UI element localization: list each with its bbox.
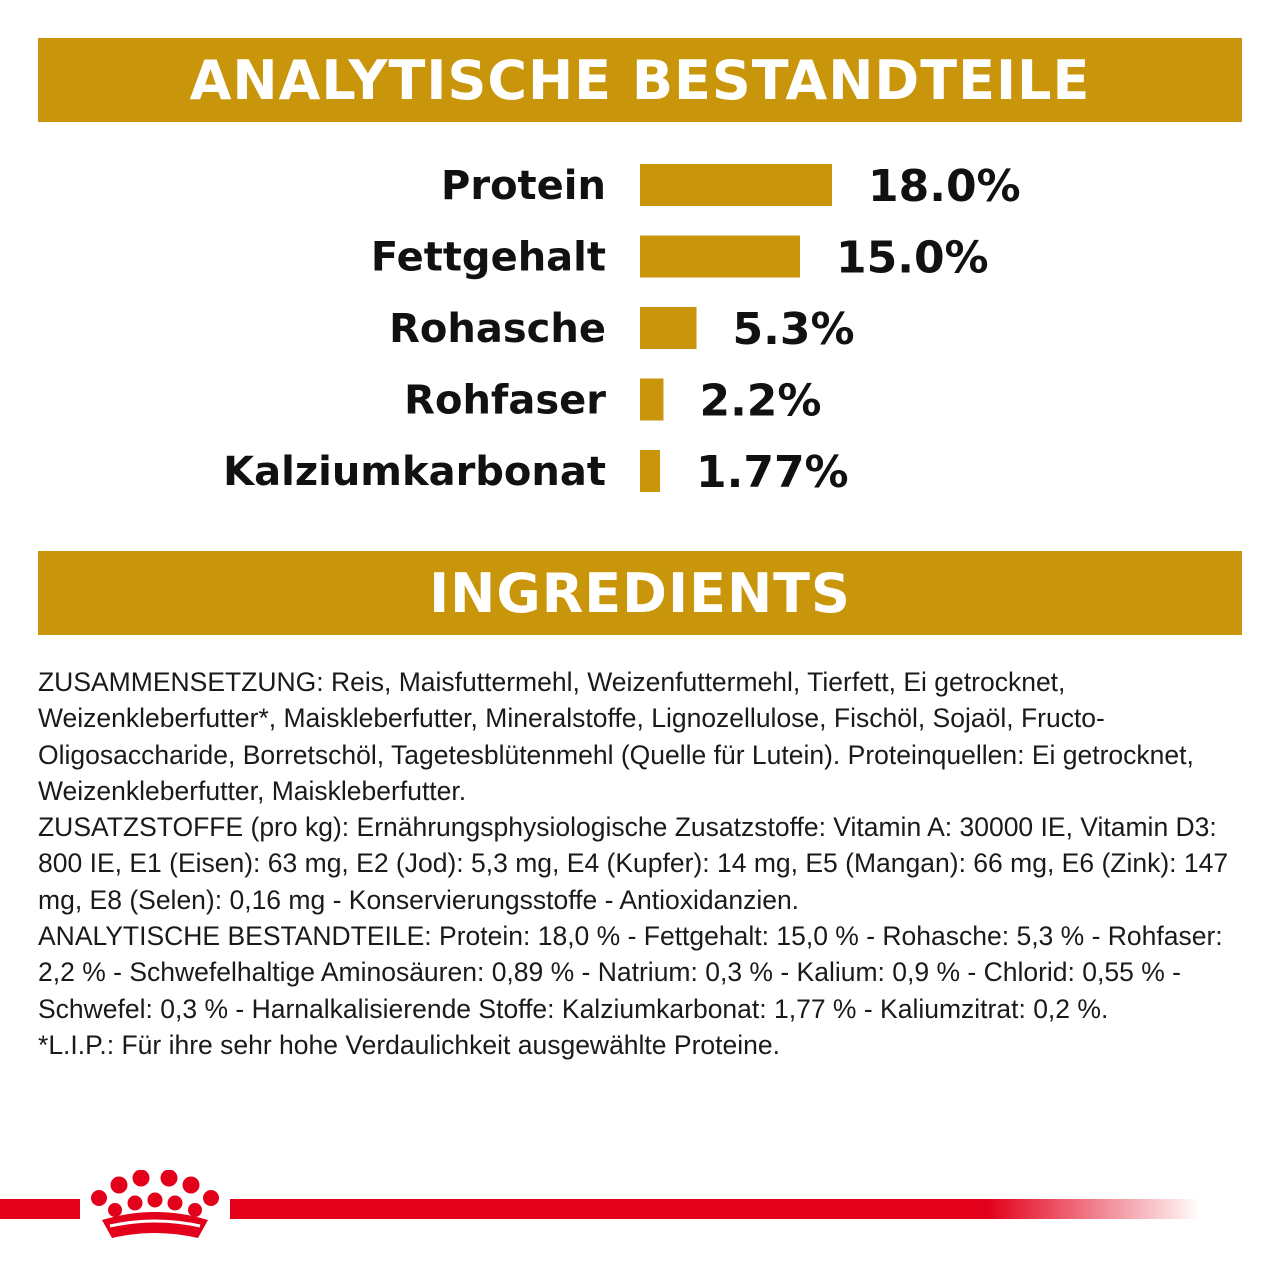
bar xyxy=(640,235,800,278)
additives-paragraph: ZUSATZSTOFFE (pro kg): Ernährungsphysiol… xyxy=(38,812,1229,915)
category-label: Fettgehalt xyxy=(371,235,606,281)
value-label: 1.77% xyxy=(696,447,849,498)
bar xyxy=(640,164,832,206)
value-label: 18.0% xyxy=(868,161,1021,212)
category-label: Protein xyxy=(441,163,606,209)
crown-icon xyxy=(91,1170,219,1238)
value-label: 5.3% xyxy=(733,304,855,355)
analytics-title: ANALYTISCHE BESTANDTEILE xyxy=(189,48,1091,112)
category-label: Rohasche xyxy=(389,306,606,352)
lip-footnote: *L.I.P.: Für ihre sehr hohe Verdaulichke… xyxy=(38,1029,780,1060)
ingredients-header-banner: INGREDIENTS xyxy=(38,551,1242,635)
bar xyxy=(640,450,660,492)
analytical-paragraph: ANALYTISCHE BESTANDTEILE: Protein: 18,0 … xyxy=(38,921,1223,1024)
category-label: Rohfaser xyxy=(404,378,606,424)
bar xyxy=(640,378,664,421)
footer-line-left xyxy=(0,1199,80,1219)
value-label: 2.2% xyxy=(699,376,821,427)
category-label: Kalziumkarbonat xyxy=(223,449,606,495)
footer-line-right xyxy=(230,1199,1200,1219)
nutrient-bar-chart: Protein 18.0% Fettgehalt 15.0% Rohasche 5.3% R… xyxy=(223,161,1021,498)
value-label: 15.0% xyxy=(836,233,989,284)
composition-paragraph: ZUSAMMENSETZUNG: Reis, Maisfuttermehl, W… xyxy=(38,667,1194,806)
ingredients-title: INGREDIENTS xyxy=(429,561,851,625)
bar xyxy=(640,307,697,349)
analytics-header-banner: ANALYTISCHE BESTANDTEILE xyxy=(38,38,1242,122)
ingredients-text: ZUSAMMENSETZUNG: Reis, Maisfuttermehl, W… xyxy=(38,664,1248,1063)
